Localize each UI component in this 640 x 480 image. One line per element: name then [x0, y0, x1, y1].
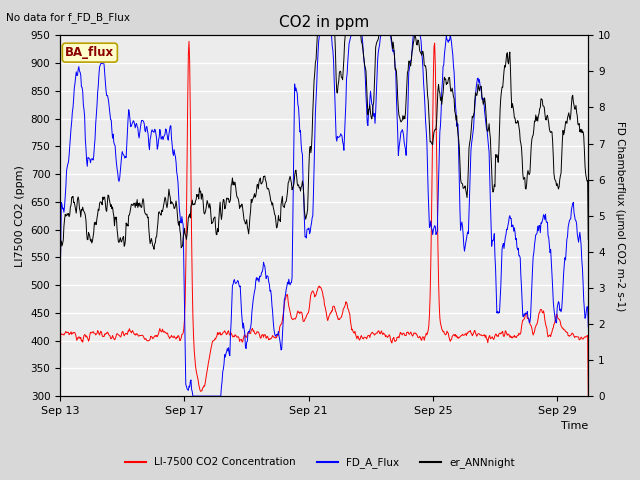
Y-axis label: FD Chamberflux (μmol CO2 m-2 s-1): FD Chamberflux (μmol CO2 m-2 s-1) — [615, 120, 625, 311]
Y-axis label: LI7500 CO2 (ppm): LI7500 CO2 (ppm) — [15, 165, 25, 267]
Title: CO2 in ppm: CO2 in ppm — [279, 15, 369, 30]
X-axis label: Time: Time — [561, 421, 588, 432]
Text: BA_flux: BA_flux — [65, 46, 115, 59]
Legend: LI-7500 CO2 Concentration, FD_A_Flux, er_ANNnight: LI-7500 CO2 Concentration, FD_A_Flux, er… — [121, 453, 519, 472]
Text: No data for f_FD_B_Flux: No data for f_FD_B_Flux — [6, 12, 131, 23]
